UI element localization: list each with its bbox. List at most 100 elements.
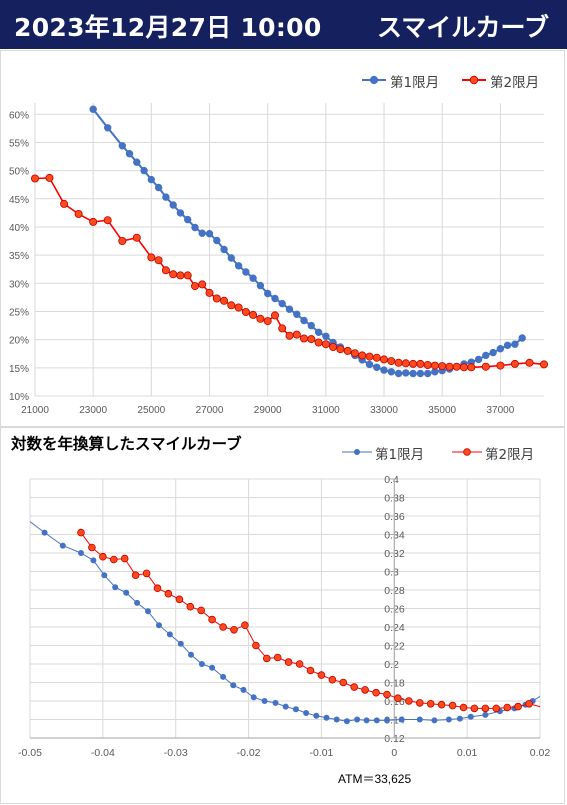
data-point-series2: [153, 584, 162, 593]
data-point-series2: [74, 209, 83, 218]
data-point-series1: [303, 710, 310, 716]
data-point-series1: [489, 348, 497, 357]
x-tick-label: 23000: [79, 405, 107, 416]
data-point-series2: [387, 357, 396, 366]
data-point-series2: [208, 615, 216, 624]
data-point-series1: [467, 713, 474, 720]
data-point-series2: [365, 352, 374, 361]
data-point-series2: [262, 654, 271, 663]
data-point-series2: [314, 338, 323, 347]
data-point-series2: [284, 658, 293, 666]
data-point-series1: [176, 209, 185, 217]
data-point-series1: [59, 542, 66, 549]
data-point-series2: [147, 253, 156, 262]
data-point-series2: [307, 335, 316, 344]
data-point-series2: [89, 217, 98, 226]
data-point-series2: [212, 294, 221, 303]
y-tick-label: 10%: [9, 392, 29, 403]
data-point-series1: [373, 717, 380, 724]
data-point-series1: [313, 712, 320, 719]
data-point-series2: [525, 699, 533, 708]
data-point-series1: [242, 268, 250, 276]
x-tick-label: -0.03: [164, 747, 188, 759]
data-point-series2: [339, 678, 348, 687]
data-point-series2: [99, 552, 107, 561]
data-point-series2: [118, 236, 127, 245]
data-point-series1: [300, 316, 308, 325]
y-tick-label: 50%: [9, 167, 29, 178]
data-point-series2: [525, 358, 534, 367]
data-point-series2: [176, 271, 185, 280]
chart1-legend: 第1限月 第2限月: [361, 71, 561, 91]
data-point-series2: [169, 270, 178, 279]
data-point-series1: [307, 321, 315, 330]
legend2-marker-series2: [452, 448, 482, 456]
data-point-series2: [205, 288, 214, 297]
data-point-series1: [213, 236, 221, 245]
data-point-series1: [125, 149, 134, 158]
chart2-title: 対数を年換算したスマイルカーブ: [11, 435, 242, 453]
data-point-series1: [234, 262, 243, 270]
header-date: 2023年12月27日 10:00: [14, 13, 322, 42]
data-point-series1: [424, 369, 432, 378]
data-point-series1: [264, 289, 272, 298]
y-tick-label: 60%: [9, 110, 29, 121]
data-point-series1: [496, 345, 505, 353]
data-point-series2: [328, 675, 337, 684]
x-tick-label: -0.05: [18, 747, 42, 759]
data-point-series2: [198, 280, 207, 289]
data-point-series1: [482, 351, 490, 360]
data-point-series2: [103, 216, 112, 225]
data-point-series1: [474, 355, 483, 364]
atm-annotation: ATM＝33,625: [338, 772, 412, 786]
data-point-series1: [271, 294, 279, 303]
data-point-series2: [142, 569, 151, 578]
data-point-series1: [333, 716, 340, 723]
data-point-series2: [131, 571, 140, 580]
x-tick-label: 0: [391, 747, 397, 759]
data-point-series1: [123, 589, 130, 596]
x-tick-label: -0.02: [237, 747, 261, 759]
data-point-series1: [354, 716, 361, 723]
chart2-legend: 第1限月 第2限月: [341, 443, 561, 463]
data-point-series2: [467, 363, 476, 372]
data-point-series1: [343, 718, 350, 725]
data-point-series1: [209, 664, 216, 671]
data-point-series1: [363, 717, 370, 724]
data-point-series2: [383, 690, 391, 699]
y-tick-label: 55%: [9, 138, 29, 149]
data-point-series1: [456, 715, 463, 722]
y-tick-label: 20%: [9, 336, 29, 347]
y-tick-label: 15%: [9, 364, 29, 375]
data-point-series1: [416, 369, 425, 378]
data-point-series2: [60, 199, 69, 208]
data-point-series1: [41, 529, 48, 536]
data-point-series2: [45, 173, 54, 182]
data-point-series1: [256, 281, 265, 290]
data-point-series2: [358, 351, 367, 360]
data-point-series2: [459, 363, 468, 372]
data-point-series1: [147, 175, 155, 184]
data-point-series2: [306, 666, 315, 675]
data-point-series1: [518, 334, 526, 342]
data-point-series2: [321, 340, 330, 349]
data-point-series1: [177, 640, 184, 647]
x-tick-label: 0.01: [457, 747, 478, 759]
data-point-series2: [219, 623, 227, 631]
data-point-series1: [191, 223, 199, 232]
data-point-series2: [361, 686, 369, 694]
data-point-series2: [492, 704, 501, 713]
data-point-series1: [166, 631, 173, 638]
legend-marker-series2: [462, 75, 486, 85]
data-point-series2: [336, 345, 345, 354]
data-point-series1: [220, 673, 227, 680]
data-point-series1: [227, 254, 235, 262]
data-point-series2: [186, 602, 195, 611]
data-point-series1: [365, 360, 374, 369]
data-point-series2: [437, 700, 446, 709]
data-point-series2: [241, 307, 250, 316]
y-tick-label: 30%: [9, 279, 29, 290]
data-point-series2: [278, 324, 287, 333]
data-point-series2: [415, 699, 424, 707]
data-point-series2: [30, 174, 39, 183]
